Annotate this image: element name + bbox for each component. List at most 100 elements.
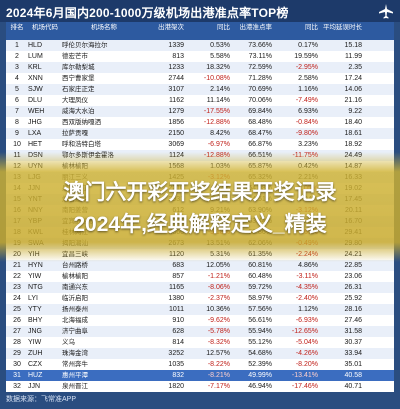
- cell-name: 西宁曹家堡: [62, 75, 95, 82]
- cell-rank: 31: [13, 372, 21, 379]
- cell-code: SJW: [28, 86, 43, 93]
- table-row: 10 HET 呼和浩特白塔 3069 -6.97% 66.87% 3.23% 18.92: [6, 139, 394, 150]
- cell-name: 西双版纳嘎洒: [62, 119, 101, 126]
- title-bar: 2024年6月国内200-1000万级机场出港准点率TOP榜: [0, 0, 400, 22]
- table-row: 5 SJW 石家庄正定 3107 2.14% 70.69% 1.16% 14.06: [6, 84, 394, 95]
- cell-avg-delay: 31.58: [344, 328, 362, 335]
- cell-avg-delay: 27.46: [344, 317, 362, 324]
- cell-yoy-departures: -17.55%: [203, 108, 230, 115]
- cell-rank: 30: [13, 361, 21, 368]
- cell-departures: 1165: [168, 284, 184, 291]
- cell-departures: 3069: [168, 141, 184, 148]
- cell-departures: 1380: [168, 295, 184, 302]
- cell-ontime-rate: 46.94%: [248, 383, 272, 390]
- table-header: 排名 机场代码 机场名称 出港架次 同比 出港准点率 同比 平均延误时长: [6, 22, 394, 40]
- cell-yoy-ontime: -7.49%: [295, 97, 318, 104]
- table-row: 2 LUM 德宏芒市 813 5.58% 73.11% 19.59% 11.99: [6, 51, 394, 62]
- cell-yoy-departures: -8.32%: [207, 339, 230, 346]
- cell-rank: 22: [13, 273, 21, 280]
- cell-yoy-ontime: 6.93%: [298, 108, 318, 115]
- cell-code: HUZ: [28, 372, 43, 379]
- cell-yoy-departures: -10.08%: [203, 75, 230, 82]
- cell-ontime-rate: 55.94%: [248, 328, 272, 335]
- cell-yoy-ontime: -4.35%: [295, 284, 318, 291]
- cell-name: 泉州晋江: [62, 383, 88, 390]
- cell-rank: 28: [13, 339, 21, 346]
- cell-name: 义乌: [62, 339, 75, 346]
- table-row: 1 HLD 呼伦贝尔海拉尔 1339 0.53% 73.66% 0.17% 15.18: [6, 40, 394, 51]
- cell-code: ZUH: [28, 350, 43, 357]
- overlay-text-line-1: 澳门六开彩开奖结果开奖记录: [63, 181, 337, 204]
- cell-departures: 3107: [168, 86, 184, 93]
- table-row: 7 WEH 威海大水泊 1279 -17.55% 69.84% 6.93% 9.22: [6, 106, 394, 117]
- table-row: 8 JHG 西双版纳嘎洒 1856 -12.88% 68.48% -0.84% 18.40: [6, 117, 394, 128]
- cell-yoy-ontime: 1.12%: [298, 306, 318, 313]
- cell-yoy-departures: -1.21%: [207, 273, 230, 280]
- cell-yoy-ontime: -6.93%: [295, 317, 318, 324]
- cell-avg-delay: 26.31: [344, 284, 362, 291]
- cell-yoy-ontime: -2.95%: [295, 64, 318, 71]
- cell-departures: 832: [172, 372, 184, 379]
- cell-ontime-rate: 73.11%: [248, 53, 272, 60]
- table-row: 3 KRL 库尔勒梨城 1233 18.32% 72.59% -2.95% 2.35: [6, 62, 394, 73]
- cell-departures: 1233: [168, 64, 184, 71]
- cell-name: 北海福成: [62, 317, 88, 324]
- cell-code: KRL: [28, 64, 42, 71]
- cell-ontime-rate: 70.69%: [248, 86, 272, 93]
- cell-departures: 3252: [168, 350, 184, 357]
- cell-name: 惠州平潭: [62, 372, 88, 379]
- cell-code: BHY: [28, 317, 43, 324]
- promo-overlay-band: [0, 152, 400, 262]
- cell-yoy-ontime: -17.46%: [291, 383, 318, 390]
- table-row: 22 YIW 榆林榆阳 857 -1.21% 60.48% -3.11% 23.06: [6, 271, 394, 282]
- table-row: 27 JNG 济宁曲阜 628 -5.78% 55.94% -12.65% 31.58: [6, 326, 394, 337]
- cell-departures: 910: [172, 317, 184, 324]
- table-row: 32 JJN 泉州晋江 1820 -7.17% 46.94% -17.46% 40.71: [6, 381, 394, 392]
- cell-avg-delay: 9.22: [348, 108, 362, 115]
- cell-name: 呼伦贝尔海拉尔: [62, 42, 108, 49]
- cell-yoy-departures: -2.37%: [207, 295, 230, 302]
- cell-departures: 1035: [168, 361, 184, 368]
- cell-ontime-rate: 60.81%: [248, 262, 272, 269]
- data-source-footer: 数据来源：飞常准APP: [6, 396, 77, 403]
- cell-name: 大理凤仪: [62, 97, 88, 104]
- cell-code: JNG: [28, 328, 42, 335]
- cell-code: YTY: [28, 306, 42, 313]
- cell-code: WEH: [28, 108, 45, 115]
- header-name: 机场名称: [91, 24, 117, 31]
- header-departures: 出港架次: [158, 24, 184, 31]
- cell-yoy-departures: 12.05%: [206, 262, 230, 269]
- header-ontime-rate: 出港准点率: [239, 24, 273, 31]
- cell-yoy-ontime: -13.41%: [291, 372, 318, 379]
- cell-code: YIW: [28, 339, 42, 346]
- cell-yoy-departures: 12.57%: [206, 350, 230, 357]
- cell-code: DLU: [28, 97, 43, 104]
- cell-yoy-ontime: 19.59%: [294, 53, 318, 60]
- table-row: 25 YTY 扬州泰州 1011 10.36% 57.56% 1.12% 28.16: [6, 304, 394, 315]
- header-code: 机场代码: [32, 24, 58, 31]
- cell-yoy-departures: -12.88%: [203, 119, 230, 126]
- cell-name: 南通兴东: [62, 284, 88, 291]
- cell-rank: 2: [15, 53, 19, 60]
- header-rank: 排名: [10, 24, 24, 31]
- cell-rank: 29: [13, 350, 21, 357]
- cell-ontime-rate: 56.61%: [248, 317, 272, 324]
- cell-code: NTG: [28, 284, 43, 291]
- cell-rank: 7: [15, 108, 19, 115]
- cell-departures: 814: [172, 339, 184, 346]
- cell-departures: 683: [172, 262, 184, 269]
- cell-name: 珠海金湾: [62, 350, 88, 357]
- cell-departures: 857: [172, 273, 184, 280]
- cell-rank: 10: [13, 141, 21, 148]
- cell-ontime-rate: 73.66%: [248, 42, 272, 49]
- cell-yoy-departures: -5.78%: [207, 328, 230, 335]
- cell-code: CZX: [28, 361, 42, 368]
- cell-departures: 2744: [168, 75, 184, 82]
- cell-name: 济宁曲阜: [62, 328, 88, 335]
- cell-ontime-rate: 58.97%: [248, 295, 272, 302]
- header-yoy-departures: 同比: [217, 24, 230, 31]
- cell-ontime-rate: 70.06%: [248, 97, 272, 104]
- cell-rank: 9: [15, 130, 19, 137]
- cell-departures: 1820: [168, 383, 184, 390]
